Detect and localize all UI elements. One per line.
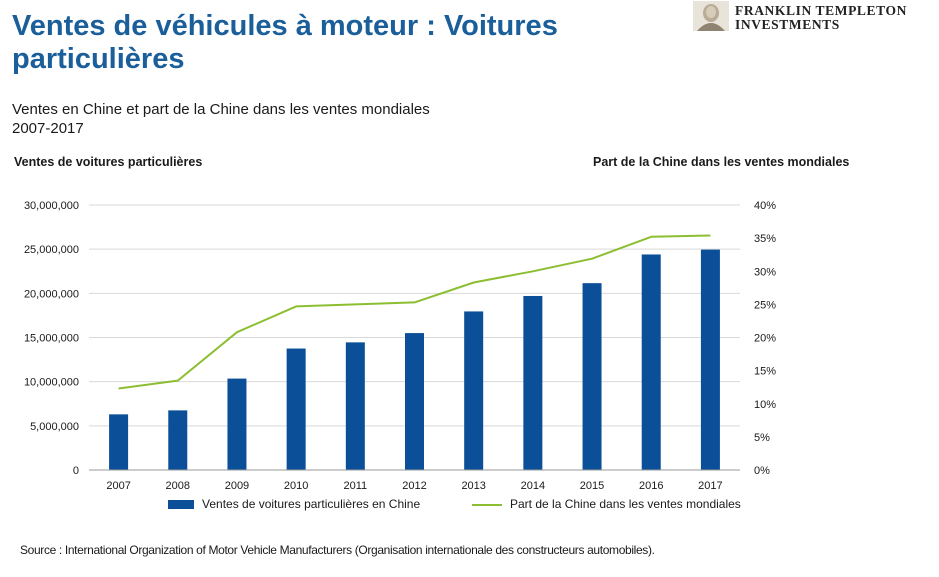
bar — [109, 414, 129, 470]
bar — [286, 348, 306, 470]
y2-tick-label: 30% — [754, 266, 776, 278]
sales-chart: 0 5,000,000 10,000,000 15,000,000 20,000,000… — [24, 200, 776, 492]
x-tick-label: 2015 — [580, 480, 604, 492]
portrait-icon — [693, 1, 729, 31]
share-line — [118, 234, 711, 390]
legend-label-line: Part de la Chine dans les ventes mondial… — [510, 497, 741, 511]
x-tick-label: 2009 — [225, 480, 249, 492]
y-tick-label: 30,000,000 — [24, 200, 79, 212]
y-tick-label: 15,000,000 — [24, 333, 79, 345]
y-axis-title-right: Part de la Chine dans les ventes mondial… — [593, 155, 850, 169]
x-tick-label: 2007 — [106, 480, 130, 492]
x-tick-label: 2017 — [698, 480, 722, 492]
legend-item-line: Part de la Chine dans les ventes mondial… — [472, 497, 741, 511]
y2-tick-label: 15% — [754, 366, 776, 378]
source-note: Source : International Organization of M… — [20, 543, 655, 557]
chart-subtitle: Ventes en Chine et part de la Chine dans… — [12, 100, 430, 138]
bar — [641, 254, 661, 470]
y2-tick-label: 0% — [754, 465, 770, 477]
x-tick-label: 2011 — [343, 480, 367, 492]
y2-tick-label: 20% — [754, 333, 776, 345]
y2-tick-label: 25% — [754, 299, 776, 311]
bar — [405, 333, 424, 470]
legend-item-bars: Ventes de voitures particulières en Chin… — [168, 497, 420, 511]
bar — [523, 295, 543, 470]
x-tick-label: 2010 — [284, 480, 308, 492]
brand-subname: INVESTMENTS — [735, 17, 840, 32]
y-tick-label: 25,000,000 — [24, 244, 79, 256]
y2-tick-label: 40% — [754, 200, 776, 212]
x-tick-label: 2013 — [461, 480, 485, 492]
y-tick-label: 5,000,000 — [30, 421, 79, 433]
y-tick-label: 10,000,000 — [24, 377, 79, 389]
x-tick-label: 2008 — [166, 480, 190, 492]
bar — [227, 378, 247, 470]
y2-tick-label: 35% — [754, 233, 776, 245]
y-tick-label: 20,000,000 — [24, 288, 79, 300]
x-tick-label: 2014 — [521, 480, 545, 492]
bar — [168, 410, 188, 470]
y2-tick-label: 5% — [754, 432, 770, 444]
x-tick-label: 2012 — [402, 480, 426, 492]
page-title: Ventes de véhicules à moteur : Voitures … — [12, 10, 558, 75]
bar — [464, 311, 484, 470]
subtitle-line-1: Ventes en Chine et part de la Chine dans… — [12, 101, 430, 118]
bar — [700, 249, 720, 470]
y2-tick-label: 10% — [754, 399, 776, 411]
legend-label-bars: Ventes de voitures particulières en Chin… — [202, 497, 421, 511]
brand-logo: FRANKLIN TEMPLETON INVESTMENTS — [693, 1, 933, 35]
bar — [345, 342, 365, 470]
y-tick-label: 0 — [73, 465, 79, 477]
y-axis-title-left: Ventes de voitures particulières — [14, 155, 203, 169]
brand-name: FRANKLIN TEMPLETON — [735, 3, 907, 18]
x-tick-label: 2016 — [639, 480, 663, 492]
bar — [582, 283, 602, 470]
subtitle-line-2: 2007-2017 — [12, 120, 84, 137]
legend-swatch-bar — [168, 500, 194, 510]
legend-swatch-line — [472, 503, 502, 506]
